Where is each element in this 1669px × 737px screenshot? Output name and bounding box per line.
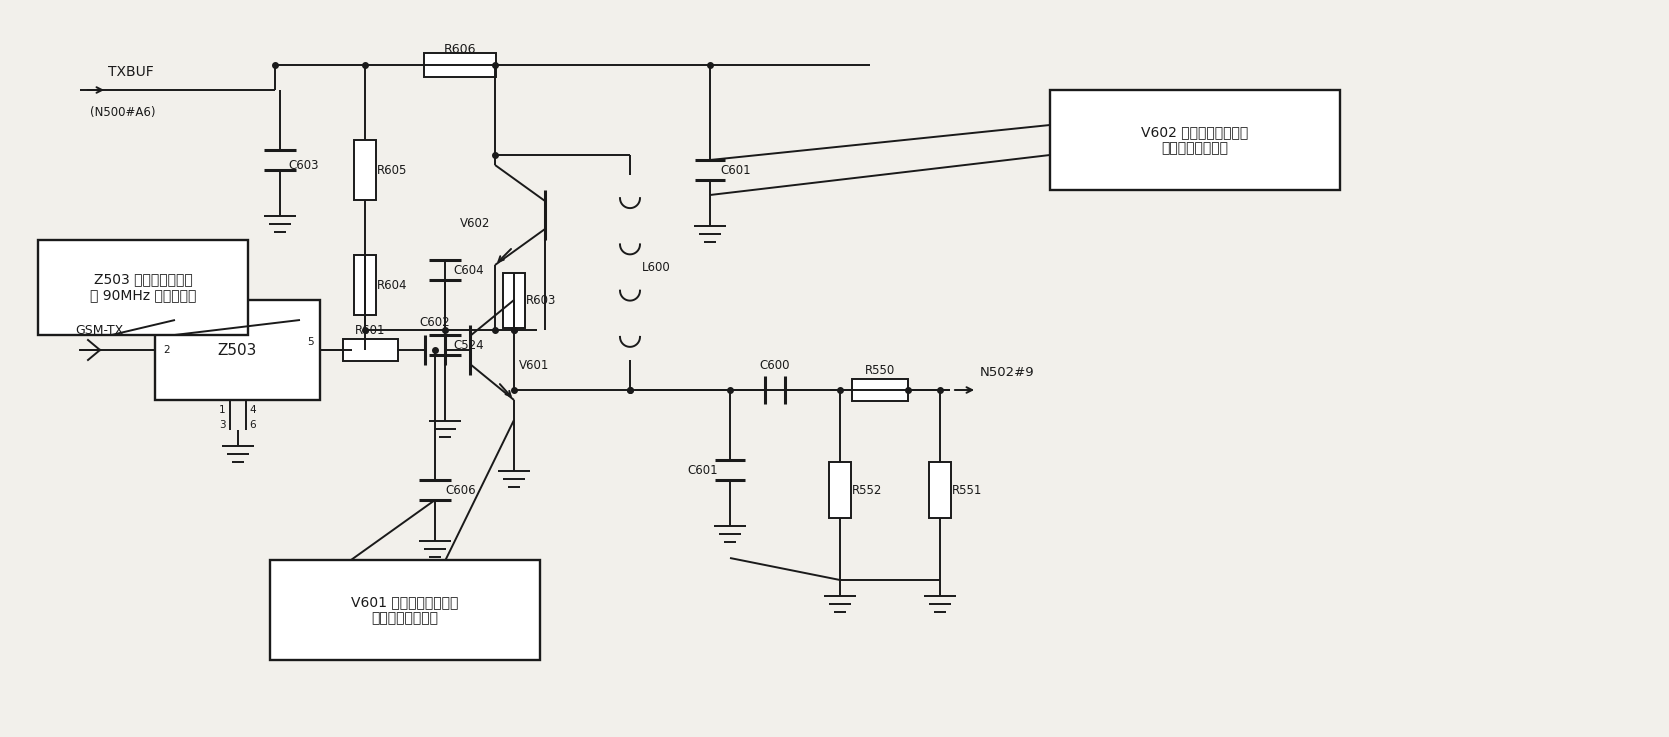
Text: V602 及外圍元件損壞、
虛焊會引起不入網: V602 及外圍元件損壞、 虛焊會引起不入網	[1142, 125, 1248, 155]
Bar	[930, 462, 951, 518]
Text: R603: R603	[526, 293, 556, 307]
Text: 6: 6	[249, 420, 255, 430]
Text: C604: C604	[452, 264, 484, 276]
Bar	[1050, 90, 1340, 190]
Text: R601: R601	[355, 324, 386, 337]
Bar	[155, 300, 320, 400]
Text: Z503: Z503	[219, 343, 257, 357]
Text: C601: C601	[719, 164, 751, 176]
Text: R605: R605	[377, 164, 407, 176]
Text: R552: R552	[851, 483, 883, 497]
Text: 4: 4	[249, 405, 255, 415]
Text: V602: V602	[459, 217, 491, 229]
Text: L600: L600	[643, 261, 671, 274]
Bar	[38, 240, 249, 335]
Text: 5: 5	[307, 337, 314, 347]
Text: 3: 3	[219, 420, 225, 430]
Bar	[270, 560, 541, 660]
Bar	[502, 273, 526, 327]
Text: C600: C600	[759, 358, 789, 371]
Text: GSM-TX: GSM-TX	[75, 324, 124, 337]
Text: C601: C601	[688, 464, 718, 477]
Text: R550: R550	[865, 363, 895, 377]
Text: Z503 損壞、虛焊會引
起 90MHz 系統不入網: Z503 損壞、虛焊會引 起 90MHz 系統不入網	[90, 273, 197, 303]
Bar	[851, 379, 908, 401]
Text: 2: 2	[164, 345, 170, 355]
Text: (N500#A6): (N500#A6)	[90, 105, 155, 119]
Bar	[342, 339, 397, 361]
Text: V601: V601	[519, 358, 549, 371]
Text: V601 及外圍元件損壞、
虛焊會引起不入網: V601 及外圍元件損壞、 虛焊會引起不入網	[350, 595, 459, 625]
Text: C606: C606	[446, 483, 476, 497]
Text: C602: C602	[419, 315, 451, 329]
Bar	[354, 140, 376, 200]
Bar	[424, 53, 496, 77]
Text: R551: R551	[951, 483, 983, 497]
Text: R604: R604	[377, 279, 407, 292]
Text: R606: R606	[444, 43, 476, 55]
Text: C603: C603	[289, 158, 319, 172]
Text: TXBUF: TXBUF	[108, 65, 154, 79]
Bar	[829, 462, 851, 518]
Text: N502#9: N502#9	[980, 366, 1035, 379]
Text: C524: C524	[452, 338, 484, 352]
Bar	[354, 255, 376, 315]
Text: 1: 1	[219, 405, 225, 415]
